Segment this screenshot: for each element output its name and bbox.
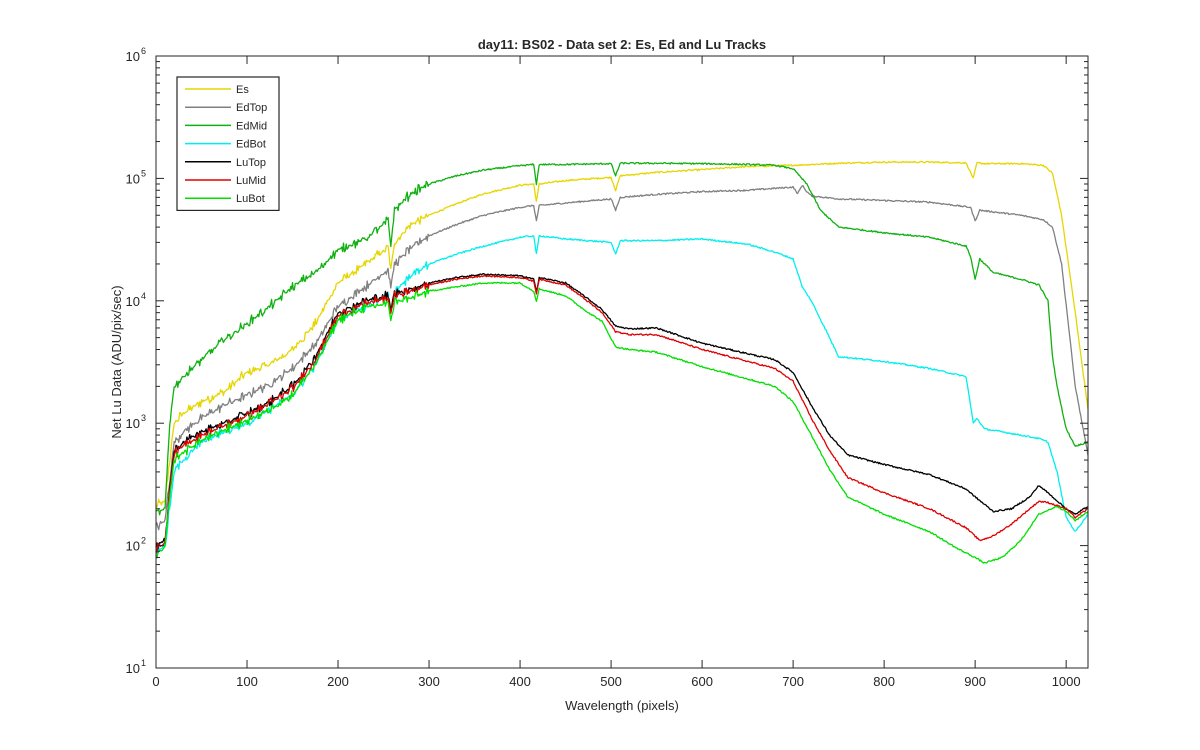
y-tick-exponent: 3: [141, 413, 146, 423]
x-tick-label: 300: [418, 674, 440, 689]
plot-area: [156, 56, 1088, 668]
x-tick-label: 400: [509, 674, 531, 689]
series-line-lubot: [155, 281, 1089, 564]
y-tick-exponent: 2: [141, 536, 146, 546]
x-tick-label: 0: [152, 674, 159, 689]
x-tick-label: 200: [327, 674, 349, 689]
x-tick-label: 600: [691, 674, 713, 689]
y-tick-exponent: 6: [141, 46, 146, 56]
x-axis-ticks: 0 100 200 300 400 500 600 700 800 900 1000: [152, 56, 1081, 689]
y-tick-label: 10: [126, 171, 140, 186]
series-line-edtop: [155, 185, 1089, 531]
y-axis-label: Net Lu Data (ADU/pix/sec): [109, 285, 124, 438]
chart-title: day11: BS02 - Data set 2: Es, Ed and Lu …: [478, 37, 766, 52]
legend: Es EdTop EdMid EdBot LuTop LuMid LuBot: [176, 76, 280, 211]
x-tick-label: 800: [873, 674, 895, 689]
y-tick-label: 10: [126, 294, 140, 309]
y-tick-label: 10: [126, 661, 140, 676]
series-line-edmid: [155, 161, 1089, 516]
legend-label: EdBot: [236, 139, 266, 151]
y-tick-exponent: 5: [141, 168, 146, 178]
x-tick-label: 1000: [1052, 674, 1081, 689]
series-layer: [155, 160, 1089, 564]
axes-box: [155, 55, 1089, 669]
y-tick-label: 10: [126, 539, 140, 554]
x-tick-label: 900: [964, 674, 986, 689]
y-tick-exponent: 4: [141, 291, 146, 301]
x-axis-label: Wavelength (pixels): [565, 698, 679, 713]
series-line-es: [155, 160, 1089, 509]
series-line-lumid: [155, 274, 1089, 553]
x-tick-label: 700: [782, 674, 804, 689]
y-tick-exponent: 1: [141, 658, 146, 668]
legend-label: LuBot: [236, 193, 265, 205]
x-tick-label: 500: [600, 674, 622, 689]
y-tick-label: 10: [126, 416, 140, 431]
legend-label: Es: [236, 84, 249, 96]
legend-label: LuMid: [236, 175, 266, 187]
x-tick-label: 100: [236, 674, 258, 689]
legend-label: EdTop: [236, 102, 267, 114]
y-tick-label: 10: [126, 49, 140, 64]
legend-label: EdMid: [236, 120, 267, 132]
legend-label: LuTop: [236, 157, 266, 169]
